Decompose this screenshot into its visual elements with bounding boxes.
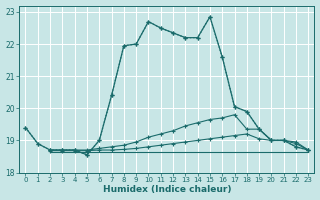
X-axis label: Humidex (Indice chaleur): Humidex (Indice chaleur) [103,185,231,194]
